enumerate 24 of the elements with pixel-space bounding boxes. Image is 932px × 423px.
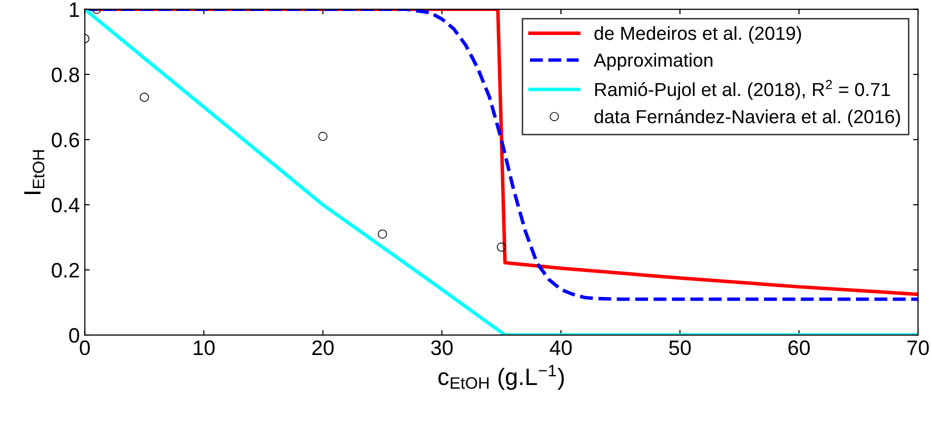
y-axis-title: I$_{EtOH}$: [24, 150, 44, 194]
y-tick-label: 0.8: [52, 67, 80, 82]
x-tick-label: 40: [550, 340, 572, 356]
x-tick-label: 10: [194, 340, 215, 356]
legend-label: Approximation: [594, 53, 712, 71]
y-tick-label: 0.2: [52, 262, 79, 278]
y-tick-label: 0: [69, 328, 80, 343]
legend-label: Ramió-Pujol et al. (2018), R$^{2}$ = 0.71: [595, 80, 890, 100]
point: [496, 242, 506, 252]
x-tick-label: 0: [80, 340, 90, 356]
point: [318, 132, 328, 141]
legend-label: data Fernández-Naviera et al. (2016): [594, 109, 900, 128]
x-tick-label: 60: [788, 340, 810, 356]
x-tick-label: 50: [669, 340, 691, 356]
legend-label: de Medeiros et al. (2019): [594, 26, 801, 44]
y-tick-label: 0.4: [52, 198, 80, 212]
y-tick-label: 1: [70, 2, 79, 17]
x-tick-label: 20: [312, 340, 334, 356]
x-tick-label: 30: [431, 340, 453, 356]
point: [378, 229, 387, 239]
point: [140, 92, 149, 102]
y-tick-label: 0.6: [52, 132, 80, 148]
x-axis-title: c$_{EtOH}$ (g.L$^{−1}$): [438, 364, 564, 390]
x-tick-label: 70: [908, 340, 929, 356]
